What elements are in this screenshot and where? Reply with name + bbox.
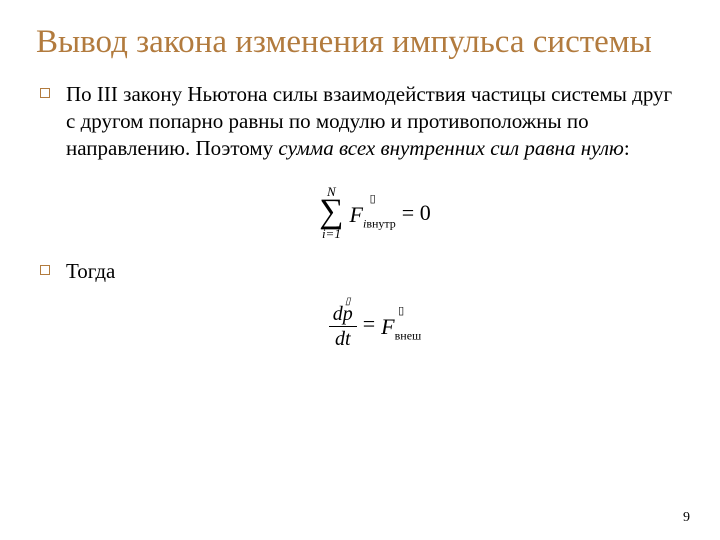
fraction-bar [329, 326, 357, 327]
bullet-1-text-b: : [624, 136, 630, 160]
slide: Вывод закона изменения импульса системы … [0, 0, 720, 540]
equation-1: N ∑ i=1 ▯ Fiвнутр = 0 [66, 176, 684, 241]
sigma-glyph: ∑ [319, 197, 343, 228]
page-number: 9 [683, 510, 690, 526]
vector-F-internal: ▯ Fiвнутр [350, 196, 396, 229]
bullet-2: Тогда d▯p dt = ▯ Fвнеш [36, 258, 684, 349]
equals-zero: = 0 [402, 199, 431, 227]
bullet-1-italic: сумма всех внутренних сил равна нулю [278, 136, 623, 160]
subscript-internal: внутр [366, 216, 395, 230]
equation-1-inline: N ∑ i=1 ▯ Fiвнутр = 0 [319, 185, 430, 241]
slide-title: Вывод закона изменения импульса системы [36, 22, 684, 63]
vector-F-base: F [350, 202, 363, 227]
bullet-1: По III закону Ньютона силы взаимодействи… [36, 81, 684, 240]
vector-arrow-icon: ▯ [398, 306, 404, 317]
vector-arrow-icon: ▯ [345, 297, 351, 307]
sigma-lower: i=1 [322, 227, 341, 240]
equation-2-inline: d▯p dt = ▯ Fвнеш [329, 299, 422, 349]
fraction-numerator: d▯p [329, 299, 357, 324]
fraction-dpdt: d▯p dt [329, 299, 357, 349]
sigma-symbol: N ∑ i=1 [319, 185, 343, 241]
equation-2: d▯p dt = ▯ Fвнеш [66, 299, 684, 349]
bullet-list: По III закону Ньютона силы взаимодействи… [36, 81, 684, 349]
vector-p: ▯p [343, 299, 353, 324]
vector-F-base-2: F [381, 314, 394, 339]
vector-F-external: ▯ Fвнеш [381, 308, 421, 341]
fraction-denominator: dt [331, 329, 355, 349]
diff-d: d [333, 303, 343, 325]
vector-arrow-icon: ▯ [370, 194, 376, 205]
bullet-2-text: Тогда [66, 259, 115, 283]
slide-body: По III закону Ньютона силы взаимодействи… [36, 81, 684, 349]
subscript-external: внеш [395, 328, 422, 342]
equals-sign: = [363, 310, 375, 338]
